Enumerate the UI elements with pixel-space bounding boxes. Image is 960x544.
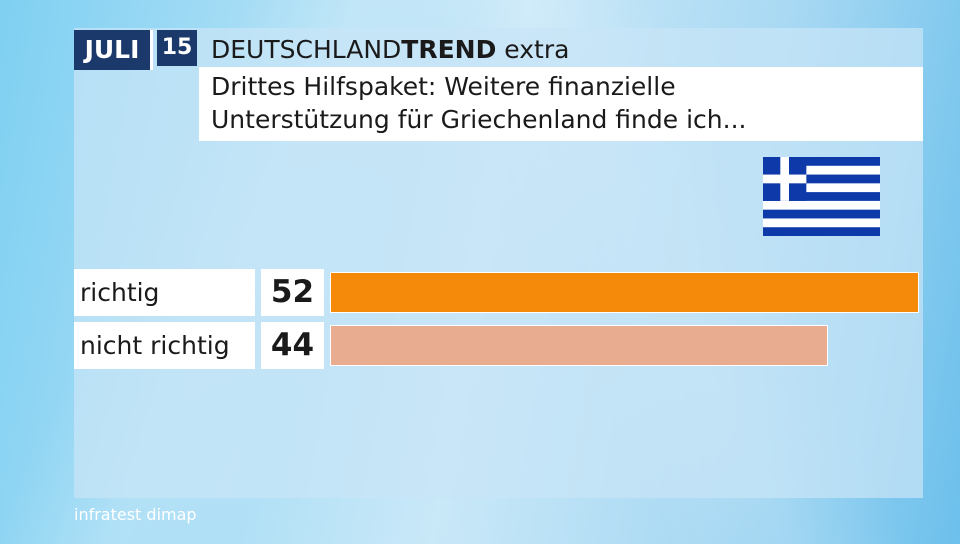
category-label: richtig: [74, 269, 255, 316]
brand-suffix: extra: [496, 35, 570, 64]
source-label: infratest dimap: [74, 505, 197, 524]
question-line-2: Unterstützung für Griechenland finde ich…: [211, 105, 747, 134]
brand-bold: TREND: [401, 35, 497, 64]
brand-title: DEUTSCHLANDTREND extra: [211, 32, 569, 68]
question-box: Drittes Hilfspaket: Weitere finanzielle …: [199, 67, 923, 141]
value-label: 44: [261, 322, 324, 369]
bar: [330, 272, 919, 313]
month-badge: JULI: [74, 30, 153, 70]
question-line-1: Drittes Hilfspaket: Weitere finanzielle: [211, 72, 676, 101]
day-badge: 15: [157, 30, 197, 66]
brand-regular: DEUTSCHLAND: [211, 35, 402, 64]
bar: [330, 325, 828, 366]
value-label: 52: [261, 269, 324, 316]
greece-flag-icon: [763, 157, 880, 236]
category-label: nicht richtig: [74, 322, 255, 369]
